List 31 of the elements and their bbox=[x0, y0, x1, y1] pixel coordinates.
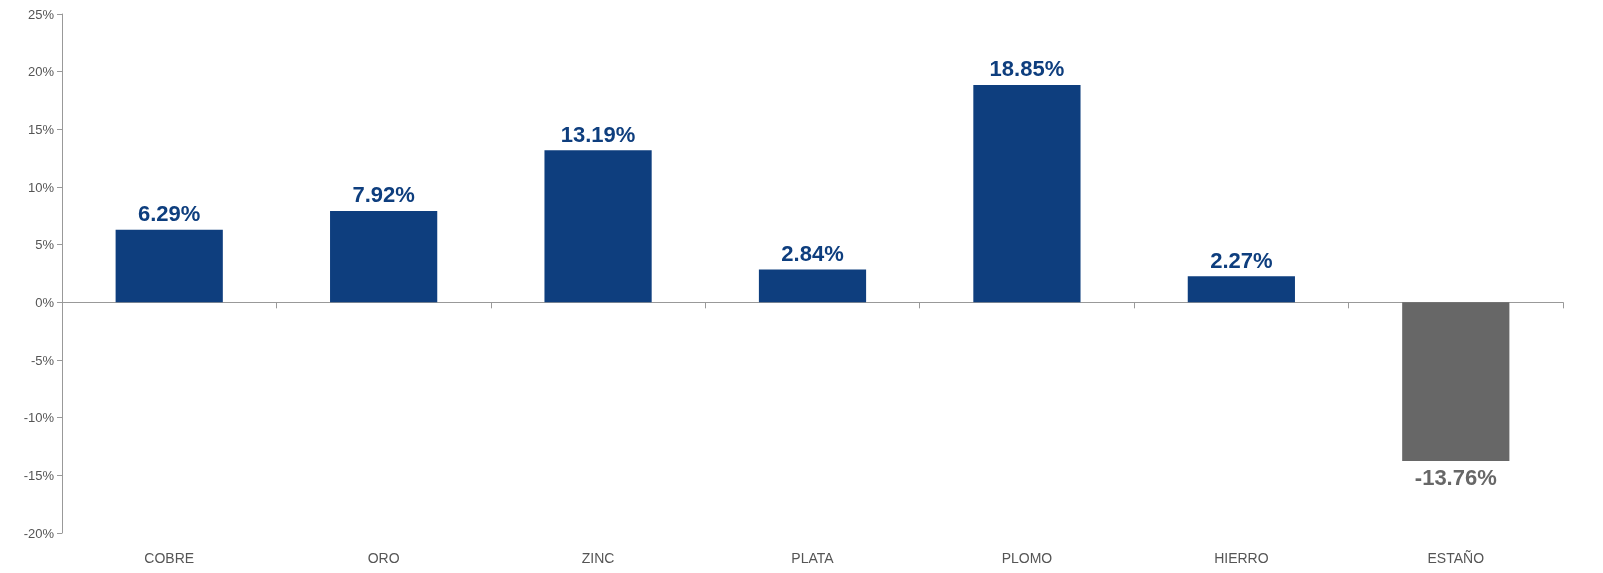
x-tick-label: ESTAÑO bbox=[1427, 550, 1485, 566]
y-tick-label: 15% bbox=[27, 121, 55, 137]
bar bbox=[115, 229, 223, 303]
data-label: 2.84% bbox=[781, 241, 844, 267]
bar bbox=[758, 269, 867, 303]
data-label: 18.85% bbox=[989, 56, 1065, 82]
data-label: -13.76% bbox=[1414, 464, 1497, 490]
y-tick-label: -15% bbox=[23, 467, 55, 483]
x-tick-label: HIERRO bbox=[1214, 550, 1269, 566]
bar bbox=[544, 150, 652, 303]
x-tick-label: PLOMO bbox=[1001, 550, 1053, 566]
bar bbox=[973, 84, 1081, 303]
y-tick-label: -5% bbox=[30, 352, 55, 368]
y-tick-label: -10% bbox=[23, 410, 55, 426]
bar bbox=[330, 210, 438, 303]
y-tick-label: 20% bbox=[27, 64, 55, 80]
x-tick-label: ZINC bbox=[581, 550, 615, 566]
y-tick-label: 5% bbox=[35, 237, 55, 253]
data-label: 6.29% bbox=[138, 201, 201, 227]
y-tick-label: 25% bbox=[27, 6, 55, 22]
data-label: 7.92% bbox=[352, 182, 415, 208]
x-tick-label: PLATA bbox=[791, 550, 835, 566]
data-label: 13.19% bbox=[560, 121, 636, 147]
x-tick-label: COBRE bbox=[144, 550, 195, 566]
y-tick-label: -20% bbox=[23, 525, 55, 541]
data-label: 2.27% bbox=[1210, 247, 1273, 273]
bar bbox=[1402, 302, 1510, 462]
bar bbox=[1187, 276, 1295, 303]
y-tick-label: 10% bbox=[27, 179, 55, 195]
y-tick-label: 0% bbox=[35, 294, 55, 310]
x-tick-label: ORO bbox=[367, 550, 400, 566]
